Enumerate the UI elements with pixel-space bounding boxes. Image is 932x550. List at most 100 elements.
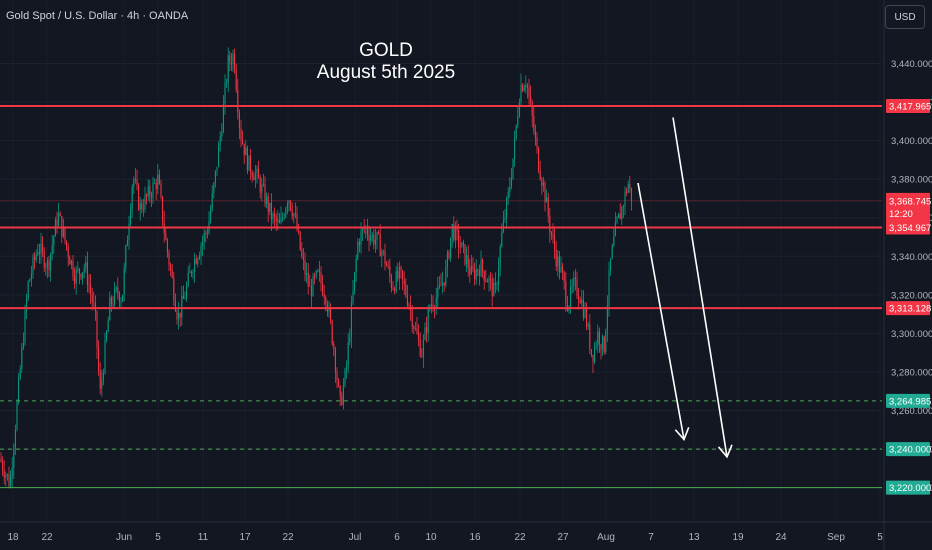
candle-body: [269, 202, 271, 212]
candle-body: [597, 331, 599, 346]
candle-body: [605, 330, 607, 353]
candle-body: [560, 267, 562, 273]
candle-body: [461, 242, 463, 248]
candle-body: [626, 191, 628, 193]
candle-body: [366, 227, 368, 235]
candle-body: [438, 284, 440, 287]
candle-body: [453, 224, 455, 241]
candle-body: [576, 279, 578, 297]
candle-body: [91, 293, 93, 303]
candle-body: [469, 268, 471, 275]
candle-body: [294, 213, 296, 215]
candle-body: [445, 267, 447, 286]
candle-body: [98, 347, 100, 372]
candle-body: [610, 258, 612, 271]
candle-body: [565, 281, 567, 304]
candle-body: [224, 83, 226, 104]
candle-body: [160, 183, 162, 197]
time-axis[interactable]: 18 22 Jun 5 11 17 22 Jul 6 10 16 22 27 Aug 7 13 19 24 Sep 5: [0, 521, 932, 543]
candle-body: [26, 298, 28, 311]
candle-body: [416, 327, 418, 334]
candle-body: [334, 349, 336, 372]
candle-body: [304, 259, 306, 275]
candle-body: [547, 197, 549, 217]
candle-body: [630, 187, 632, 201]
candle-body: [395, 271, 397, 292]
candle-body: [285, 208, 287, 217]
candle-body: [570, 286, 572, 307]
candle-body: [136, 179, 138, 186]
candle-body: [142, 209, 144, 211]
candle-body: [422, 339, 424, 357]
candle-body: [27, 281, 29, 299]
x-tick-label: 18: [7, 532, 19, 543]
candle-body: [358, 241, 360, 246]
candle-body: [314, 275, 316, 277]
candle-body: [195, 259, 197, 264]
candle-body: [30, 273, 32, 280]
x-tick-label: Jun: [116, 532, 132, 543]
candle-body: [10, 475, 12, 487]
candle-body: [499, 246, 501, 268]
candle-body: [344, 369, 346, 386]
candle-body: [90, 285, 92, 294]
y-tick-label: 3,300.000: [891, 329, 932, 340]
candle-body: [166, 239, 168, 253]
candle-body: [37, 252, 39, 255]
candle-body: [11, 467, 13, 476]
candle-body: [245, 147, 247, 156]
candle-body: [573, 277, 575, 287]
candle-body: [522, 84, 524, 91]
candle-body: [146, 194, 148, 197]
candle-body: [248, 155, 250, 171]
candle-body: [376, 231, 378, 240]
candle-body: [259, 178, 261, 193]
candle-body: [394, 288, 396, 292]
candle-body: [526, 85, 528, 88]
candle-body: [206, 233, 208, 235]
candle-body: [608, 270, 610, 307]
candle-body: [72, 260, 74, 277]
candle-body: [293, 213, 295, 217]
candle-body: [486, 280, 488, 283]
candle-body: [165, 233, 167, 240]
candle-body: [347, 342, 349, 366]
candle-body: [360, 231, 362, 246]
candle-body: [128, 224, 130, 240]
x-tick-label: 19: [732, 532, 744, 543]
x-tick-label: 22: [514, 532, 526, 543]
candle-body: [171, 269, 173, 278]
candle-body: [266, 196, 268, 204]
candle-body: [589, 324, 591, 350]
candle-body: [507, 191, 509, 199]
candle-body: [379, 233, 381, 257]
candle-body: [83, 267, 85, 273]
candle-body: [430, 304, 432, 307]
candle-body: [238, 112, 240, 129]
candle-body: [93, 302, 95, 304]
candle-body: [242, 140, 244, 144]
candle-body: [48, 260, 50, 271]
candle-body: [22, 343, 24, 348]
currency-button[interactable]: USD: [885, 5, 925, 29]
candle-body: [181, 295, 183, 318]
candle-body: [355, 258, 357, 273]
candle-body: [194, 259, 196, 273]
candle-body: [221, 132, 223, 137]
candle-body: [506, 198, 508, 219]
candle-body: [179, 312, 181, 318]
candle-body: [419, 339, 421, 357]
candle-body: [240, 128, 242, 141]
candle-body: [211, 193, 213, 210]
x-tick-label: 24: [775, 532, 787, 543]
candle-body: [371, 234, 373, 237]
candle-body: [363, 228, 365, 230]
candle-body: [592, 354, 594, 362]
grid: [0, 63, 882, 489]
candle-body: [474, 269, 476, 280]
last-price-label: 3,368.745: [889, 196, 931, 207]
level-tag: [886, 393, 930, 408]
price-levels[interactable]: [0, 104, 882, 489]
candle-body: [550, 232, 552, 235]
